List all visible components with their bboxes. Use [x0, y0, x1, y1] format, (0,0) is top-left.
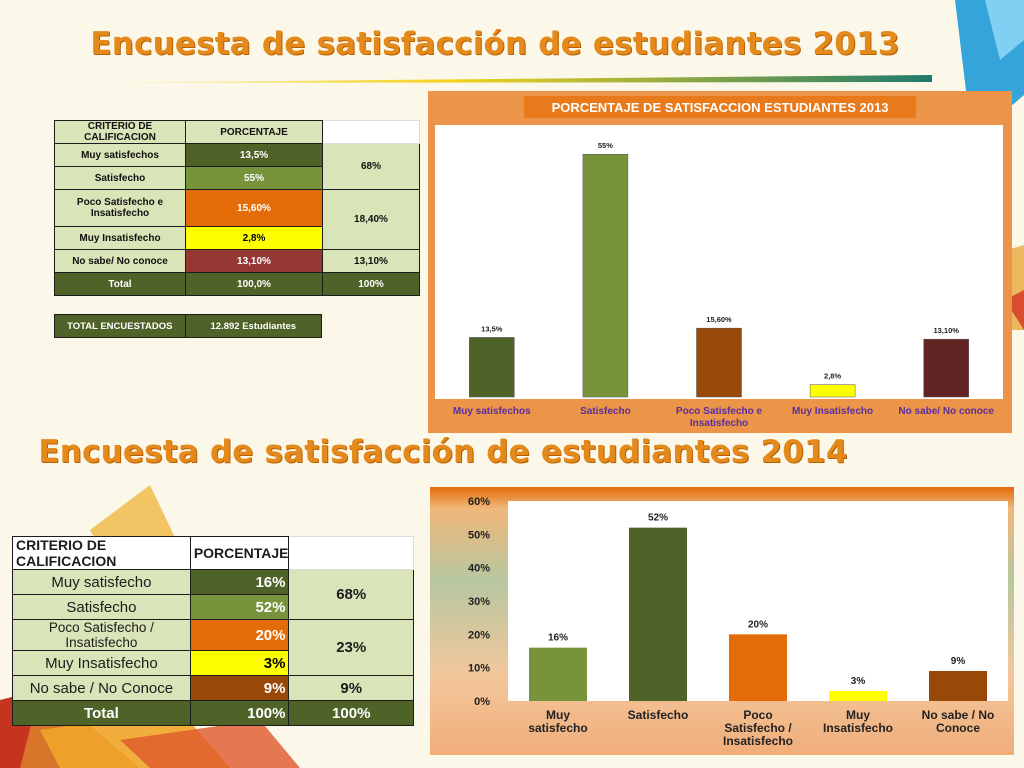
row-criterio: No sabe/ No conoce [54, 249, 186, 273]
row-porcentaje: 2,8% [185, 226, 323, 250]
row-criterio: Total [54, 272, 186, 296]
table-2014: CRITERIO DE CALIFICACION PORCENTAJE Muy … [12, 536, 414, 726]
header-criterio: CRITERIO DE CALIFICACION [54, 120, 186, 144]
total-encuestados-label: TOTAL ENCUESTADOS [54, 314, 186, 338]
y-tick-label: 40% [468, 563, 490, 575]
bar [696, 327, 742, 398]
group-percentage: 18,40% [322, 189, 420, 250]
chart-2014: 0% 10% 20% 30% 40% 50% 60% 16% Muy satisfecho 52%… [430, 487, 1014, 755]
row-porcentaje: 15,60% [185, 189, 323, 227]
header-porcentaje: PORCENTAJE [185, 120, 323, 144]
group-percentage: 68% [322, 143, 420, 190]
row-criterio: Muy Insatisfecho [12, 650, 191, 676]
category-label: Muy satisfechos [453, 406, 531, 417]
bar [629, 527, 687, 701]
category-label: Muy Insatisfecho [823, 708, 893, 735]
bar [729, 634, 787, 701]
group-percentage: 13,10% [322, 249, 420, 273]
category-label: No sabe / No Conoce [922, 708, 995, 735]
y-tick-label: 10% [468, 663, 490, 675]
title-2014: Encuesta de satisfacción de estudiantes … [38, 434, 848, 470]
bar [582, 153, 629, 398]
category-label: Poco Satisfecho / Insatisfecho [723, 708, 793, 748]
y-tick-label: 0% [474, 696, 490, 708]
group-percentage: 100% [288, 700, 414, 726]
data-label: 13,10% [933, 326, 959, 335]
group-percentage: 23% [288, 619, 414, 676]
bar [529, 647, 587, 701]
data-label: 13,5% [481, 324, 503, 333]
category-label: Muy satisfecho [528, 708, 587, 735]
chart-2013: PORCENTAJE DE SATISFACCION ESTUDIANTES 2… [428, 91, 1012, 433]
header-empty [322, 120, 420, 144]
y-tick-label: 30% [468, 596, 490, 608]
bar [469, 337, 515, 398]
header-porcentaje: PORCENTAJE [189, 536, 290, 570]
data-label: 20% [748, 619, 768, 630]
row-criterio: No sabe / No Conoce [12, 675, 191, 701]
title-2013: Encuesta de satisfacción de estudiantes … [90, 26, 900, 62]
header-criterio: CRITERIO DE CALIFICACION [12, 536, 191, 570]
data-label: 3% [851, 676, 866, 687]
row-criterio: Poco Satisfecho / Insatisfecho [12, 619, 191, 651]
bar [809, 384, 856, 398]
row-criterio: Total [12, 700, 191, 726]
y-tick-label: 20% [468, 629, 490, 641]
bar [923, 338, 969, 398]
data-label: 15,60% [706, 315, 732, 324]
row-porcentaje: 55% [185, 166, 323, 190]
data-label: 9% [951, 656, 966, 667]
y-tick-label: 60% [468, 496, 490, 508]
y-tick-label: 50% [468, 529, 490, 541]
category-label: No sabe/ No conoce [898, 406, 994, 417]
data-label: 2,8% [824, 372, 841, 381]
row-porcentaje: 100% [189, 700, 290, 726]
table-2013-total: TOTAL ENCUESTADOS 12.892 Estudiantes [54, 314, 323, 338]
data-label: 55% [598, 141, 613, 150]
header-empty [288, 536, 414, 570]
chart-title: PORCENTAJE DE SATISFACCION ESTUDIANTES 2… [552, 100, 889, 115]
group-percentage: 100% [322, 272, 420, 296]
category-label: Poco Satisfecho e Insatisfecho [676, 406, 763, 429]
group-percentage: 9% [288, 675, 414, 701]
group-percentage: 68% [288, 569, 414, 620]
row-criterio: Satisfecho [54, 166, 186, 190]
row-porcentaje: 9% [189, 675, 290, 701]
total-encuestados-value: 12.892 Estudiantes [184, 314, 323, 338]
category-label: Satisfecho [580, 406, 631, 417]
row-porcentaje: 100,0% [185, 272, 323, 296]
row-porcentaje: 3% [189, 650, 290, 676]
title-underline [60, 75, 932, 83]
row-criterio: Poco Satisfecho e Insatisfecho [54, 189, 186, 227]
bar [829, 691, 887, 701]
table-2013: CRITERIO DE CALIFICACION PORCENTAJE Muy … [54, 120, 420, 296]
chart-title-background [524, 96, 916, 118]
bar [929, 671, 987, 701]
row-criterio: Muy Insatisfecho [54, 226, 186, 250]
row-porcentaje: 52% [189, 594, 290, 620]
row-porcentaje: 13,5% [185, 143, 323, 167]
data-label: 16% [548, 633, 568, 644]
row-porcentaje: 20% [189, 619, 290, 651]
row-criterio: Satisfecho [12, 594, 191, 620]
row-criterio: Muy satisfecho [12, 569, 191, 595]
row-porcentaje: 13,10% [185, 249, 323, 273]
data-label: 52% [648, 513, 668, 524]
category-label: Muy Insatisfecho [792, 406, 873, 417]
row-porcentaje: 16% [189, 569, 290, 595]
row-criterio: Muy satisfechos [54, 143, 186, 167]
category-label: Satisfecho [628, 708, 689, 722]
